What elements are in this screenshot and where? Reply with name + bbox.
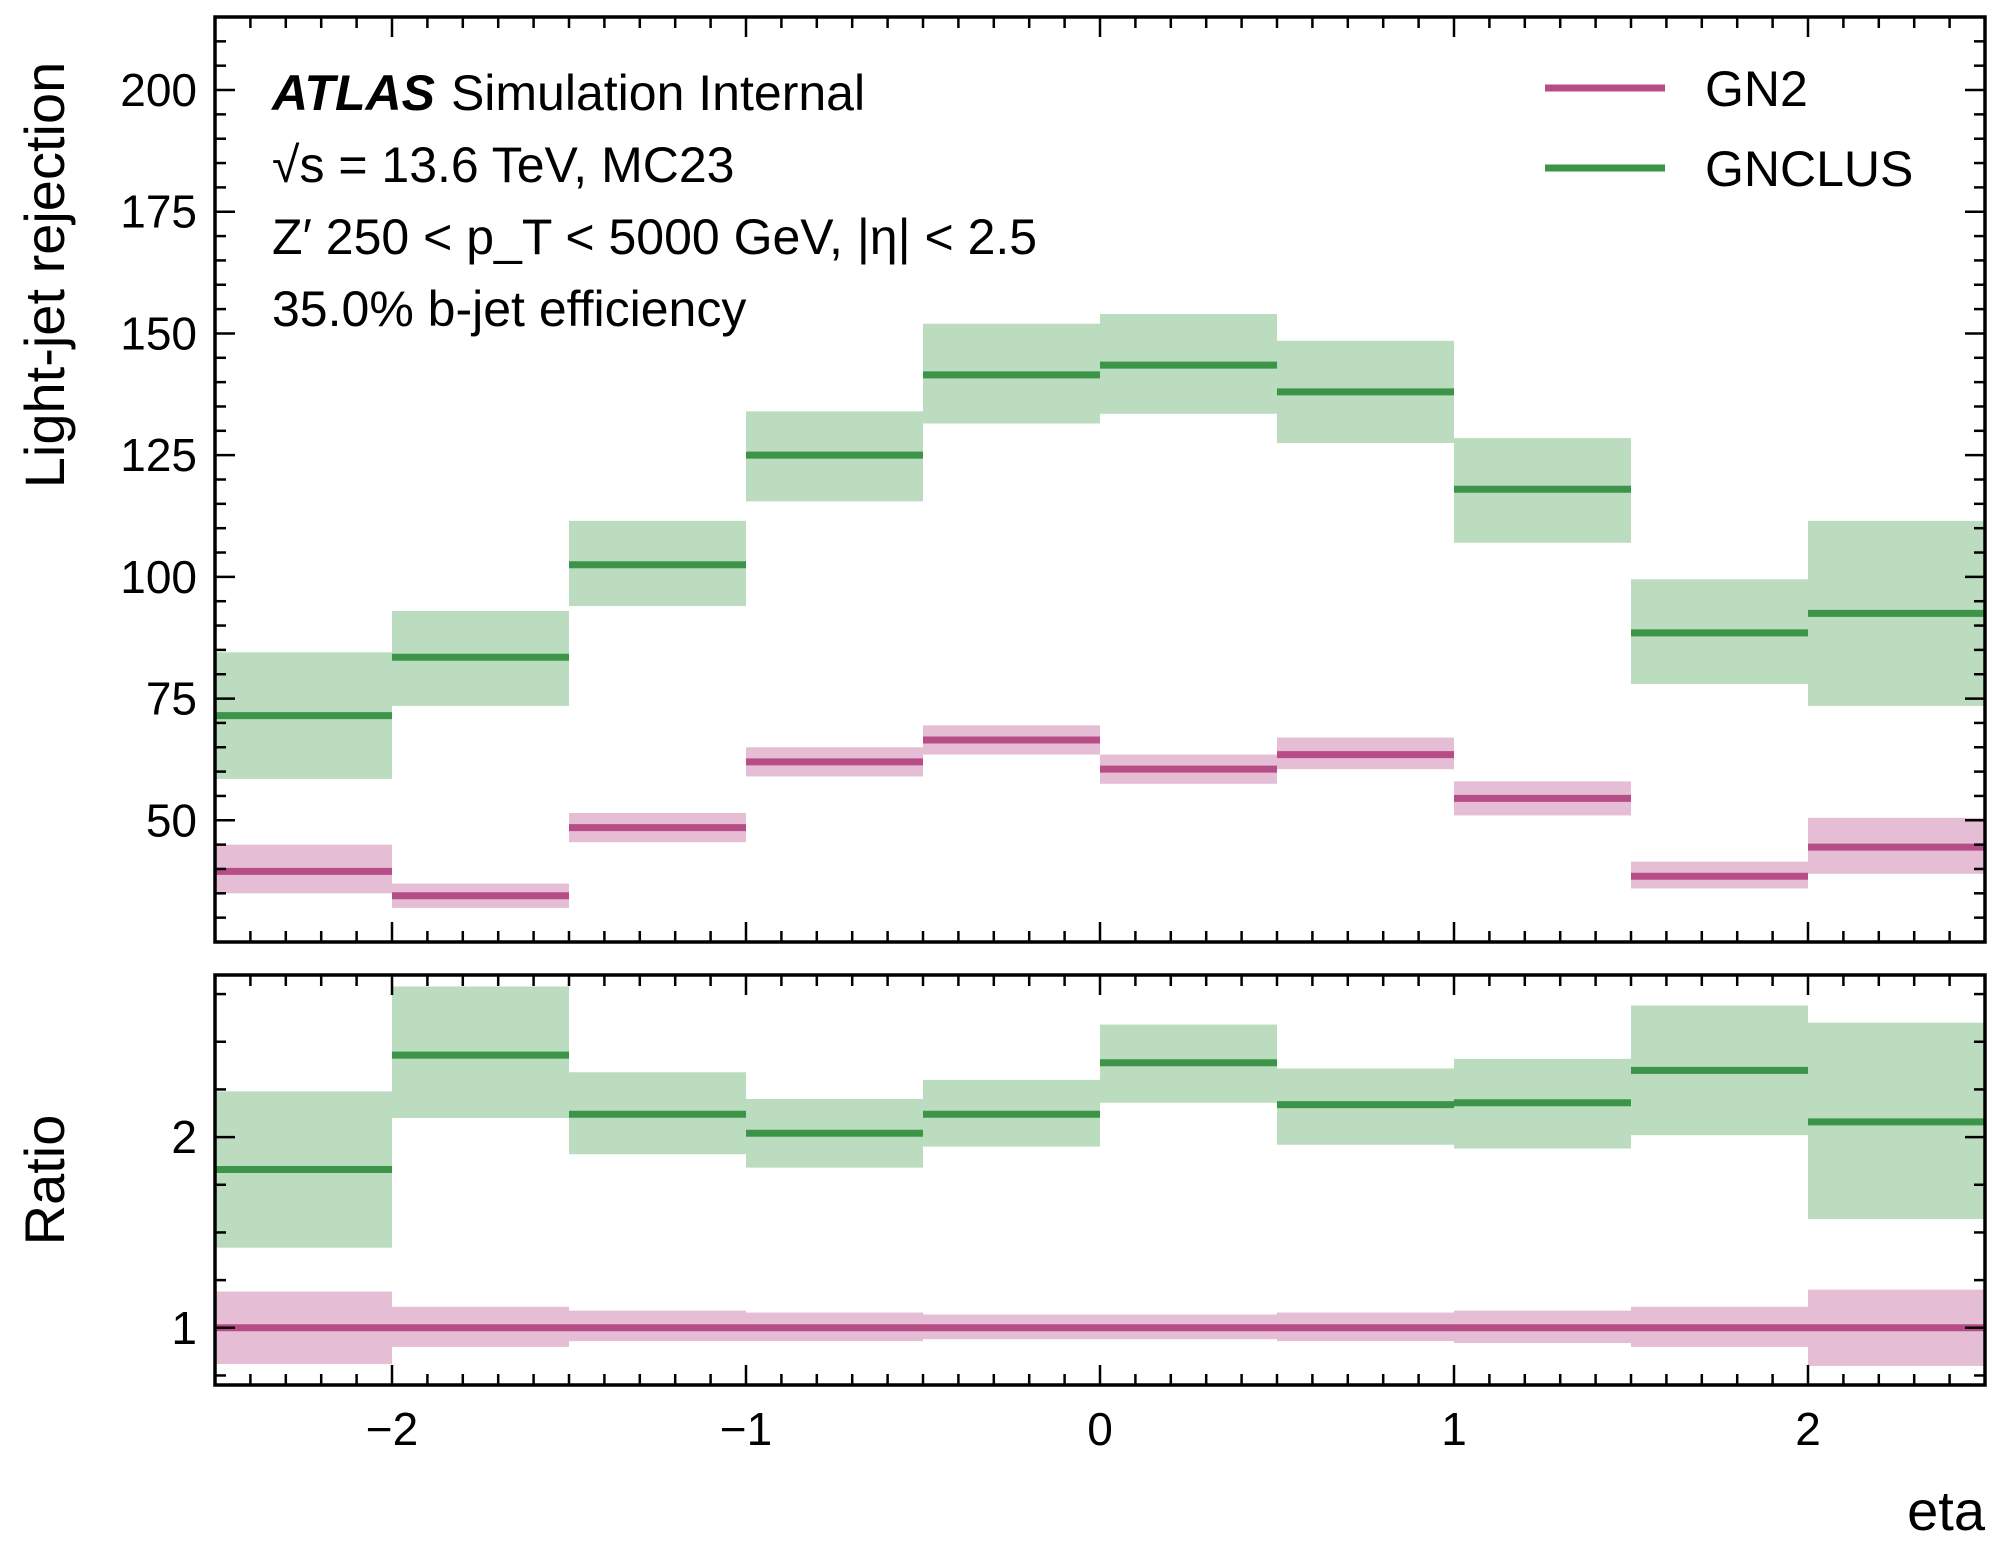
x-tick-label: 1 bbox=[1441, 1403, 1467, 1455]
axis-ticks bbox=[213, 15, 1987, 1385]
top-y-tick-label: 100 bbox=[120, 551, 197, 603]
top-y-tick-label: 175 bbox=[120, 186, 197, 238]
atlas-logo-text: ATLAS bbox=[270, 65, 435, 121]
top-panel-frame bbox=[213, 15, 1987, 944]
top-y-axis-label: Light-jet rejection bbox=[13, 62, 76, 488]
top-y-tick-label: 125 bbox=[120, 429, 197, 481]
energy-label: √s = 13.6 TeV, MC23 bbox=[272, 137, 734, 193]
x-tick-label: 0 bbox=[1087, 1403, 1113, 1455]
status-text: Simulation Internal bbox=[451, 65, 865, 121]
x-tick-label: −2 bbox=[366, 1403, 418, 1455]
legend: GN2 GNCLUS bbox=[1545, 61, 1913, 197]
axis-tick-labels: −2 −1 0 1 2 50 75 100 125 150 175 200 1 2 bbox=[120, 64, 1821, 1455]
x-tick-label: −1 bbox=[720, 1403, 772, 1455]
x-tick-label: 2 bbox=[1795, 1403, 1821, 1455]
ratio-y-tick-label: 1 bbox=[171, 1302, 197, 1354]
selection-label: Z′ 250 < p_T < 5000 GeV, |η| < 2.5 bbox=[272, 209, 1037, 265]
ratio-panel-lines bbox=[215, 1051, 1985, 1332]
top-panel-lines bbox=[215, 361, 1985, 900]
top-panel-bands bbox=[215, 313, 1985, 908]
ratio-y-tick-label: 2 bbox=[171, 1111, 197, 1163]
efficiency-label: 35.0% b-jet efficiency bbox=[272, 281, 746, 337]
top-y-tick-label: 75 bbox=[146, 673, 197, 725]
legend-gnclus-label: GNCLUS bbox=[1705, 141, 1913, 197]
top-y-tick-label: 50 bbox=[146, 794, 197, 846]
ratio-panel-frame bbox=[213, 973, 1987, 1387]
ratio-y-axis-label: Ratio bbox=[13, 1115, 76, 1246]
atlas-label: ATLAS Simulation Internal bbox=[270, 65, 865, 121]
top-y-tick-label: 200 bbox=[120, 64, 197, 116]
x-axis-label: eta bbox=[1907, 1479, 1986, 1542]
top-y-tick-label: 150 bbox=[120, 307, 197, 359]
legend-gn2-label: GN2 bbox=[1705, 61, 1808, 117]
ratio-panel-bands bbox=[215, 986, 1985, 1366]
